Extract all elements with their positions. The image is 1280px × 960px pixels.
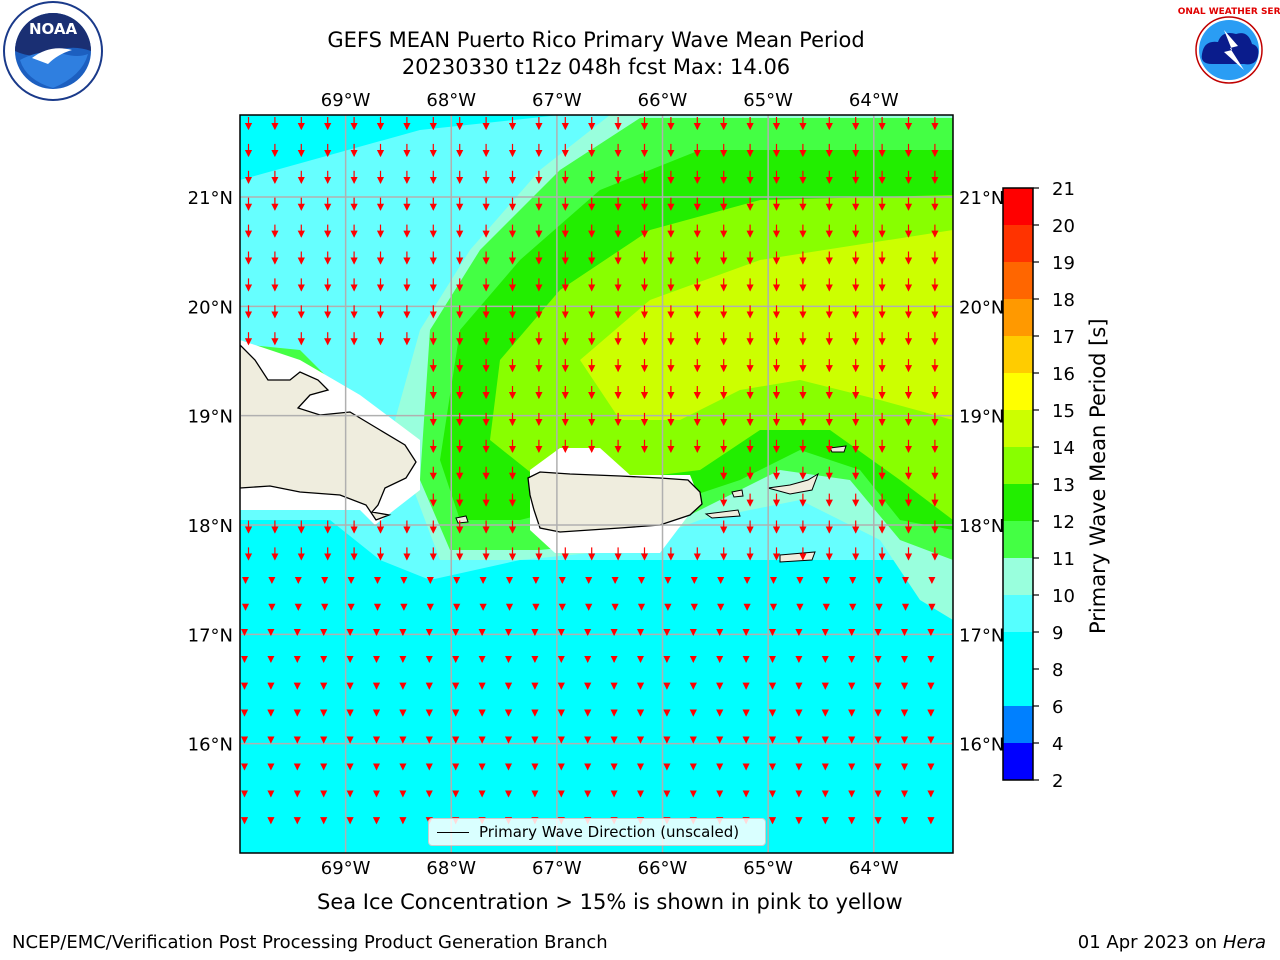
footer-credit: NCEP/EMC/Verification Post Processing Pr…	[12, 932, 608, 953]
lat-tick-label-right: 19°N	[959, 407, 1004, 428]
lat-tick-label-right: 18°N	[959, 516, 1004, 537]
footer-host: Hera	[1222, 932, 1266, 953]
colorbar-swatch	[1003, 743, 1033, 780]
colorbar-swatch	[1003, 262, 1033, 299]
legend-label: Primary Wave Direction (unscaled)	[479, 823, 740, 841]
period-14-zone	[580, 230, 953, 420]
sea-ice-note: Sea Ice Concentration > 15% is shown in …	[317, 890, 903, 914]
footer-date: 01 Apr 2023 on Hera	[1078, 932, 1266, 953]
colorbar-tick-label: 2	[1052, 771, 1063, 792]
lon-tick-label-bottom: 68°W	[426, 858, 476, 879]
colorbar-swatch	[1003, 558, 1033, 595]
colorbar-swatch	[1003, 447, 1033, 484]
island-mona	[455, 515, 469, 524]
colorbar-tick-label: 11	[1052, 549, 1075, 570]
lat-tick-label-left: 16°N	[188, 735, 233, 756]
island-vieques	[704, 509, 741, 519]
lon-tick-label-bottom: 65°W	[743, 858, 793, 879]
colorbar-tick-label: 19	[1052, 253, 1075, 274]
colorbar-swatch	[1003, 373, 1033, 410]
noaa-logo: NOAA	[3, 1, 103, 101]
colorbar-swatch	[1003, 336, 1033, 373]
map-frame	[239, 114, 954, 854]
lon-tick-label-bottom: 69°W	[321, 858, 371, 879]
axis-labels: 69°W 69°W 68°W 68°W 67°W 67°W 66°W 66°W 65°W 65°W…	[188, 90, 1005, 879]
lat-tick-label-left: 19°N	[188, 407, 233, 428]
lat-tick-label-left: 20°N	[188, 297, 233, 318]
nws-logo: NATIONAL WEATHER SERVICE	[1178, 3, 1280, 97]
chart-title: GEFS MEAN Puerto Rico Primary Wave Mean …	[327, 28, 865, 52]
legend-line-swatch	[437, 832, 469, 833]
chart-subtitle: 20230330 t12z 048h fcst Max: 14.06	[401, 55, 791, 79]
colorbar-swatch	[1003, 521, 1033, 558]
lat-tick-label-left: 18°N	[188, 516, 233, 537]
lat-tick-label-right: 21°N	[959, 188, 1004, 209]
lon-tick-label-top: 67°W	[532, 90, 582, 111]
colorbar-tick-label: 20	[1052, 216, 1075, 237]
lon-tick-label-top: 68°W	[426, 90, 476, 111]
colorbar: 2 4 6 8 9 10 11 12 13 14 15 16 17 18 19 20 21	[1002, 179, 1075, 792]
wave-period-field	[240, 115, 953, 853]
lat-tick-label-right: 17°N	[959, 625, 1004, 646]
island-virgin-islands	[767, 472, 819, 495]
colorbar-swatch	[1003, 299, 1033, 336]
colorbar-tick-label: 16	[1052, 364, 1075, 385]
lat-tick-label-left: 21°N	[188, 188, 233, 209]
colorbar-swatch	[1003, 484, 1033, 521]
wave-direction-arrows	[240, 117, 939, 825]
lon-tick-label-top: 66°W	[638, 90, 688, 111]
colorbar-swatch	[1003, 410, 1033, 447]
graticule	[240, 115, 953, 853]
colorbar-tick-label: 10	[1052, 586, 1075, 607]
colorbar-tick-label: 8	[1052, 660, 1063, 681]
colorbar-swatch	[1003, 188, 1033, 225]
colorbar-tick-label: 18	[1052, 290, 1075, 311]
lon-tick-label-bottom: 64°W	[849, 858, 899, 879]
noaa-logo-text: NOAA	[29, 20, 78, 38]
colorbar-swatch	[1003, 632, 1033, 706]
land-hispaniola	[240, 344, 417, 521]
land-puerto-rico	[527, 471, 703, 533]
colorbar-swatch	[1003, 706, 1033, 743]
colorbar-tick-label: 13	[1052, 475, 1075, 496]
lat-tick-label-left: 17°N	[188, 625, 233, 646]
lat-tick-label-right: 16°N	[959, 735, 1004, 756]
lon-tick-label-bottom: 67°W	[532, 858, 582, 879]
colorbar-tick-label: 21	[1052, 179, 1075, 200]
lon-tick-label-bottom: 66°W	[638, 858, 688, 879]
colorbar-tick-label: 15	[1052, 401, 1075, 422]
colorbar-label: Primary Wave Mean Period [s]	[1086, 318, 1110, 634]
lon-tick-label-top: 65°W	[743, 90, 793, 111]
footer-date-text: 01 Apr 2023 on	[1077, 932, 1218, 953]
lon-tick-label-top: 69°W	[321, 90, 371, 111]
nws-logo-text: NATIONAL WEATHER SERVICE	[1178, 7, 1280, 17]
legend: Primary Wave Direction (unscaled)	[428, 818, 766, 846]
island-culebra	[731, 489, 744, 498]
colorbar-tick-label: 12	[1052, 512, 1075, 533]
lon-tick-label-top: 64°W	[849, 90, 899, 111]
colorbar-swatch	[1003, 595, 1033, 632]
lat-tick-label-right: 20°N	[959, 297, 1004, 318]
colorbar-swatch	[1003, 225, 1033, 262]
colorbar-tick-label: 17	[1052, 327, 1075, 348]
colorbar-tick-label: 9	[1052, 623, 1063, 644]
colorbar-tick-label: 4	[1052, 734, 1063, 755]
colorbar-tick-label: 6	[1052, 697, 1063, 718]
colorbar-tick-label: 14	[1052, 438, 1075, 459]
